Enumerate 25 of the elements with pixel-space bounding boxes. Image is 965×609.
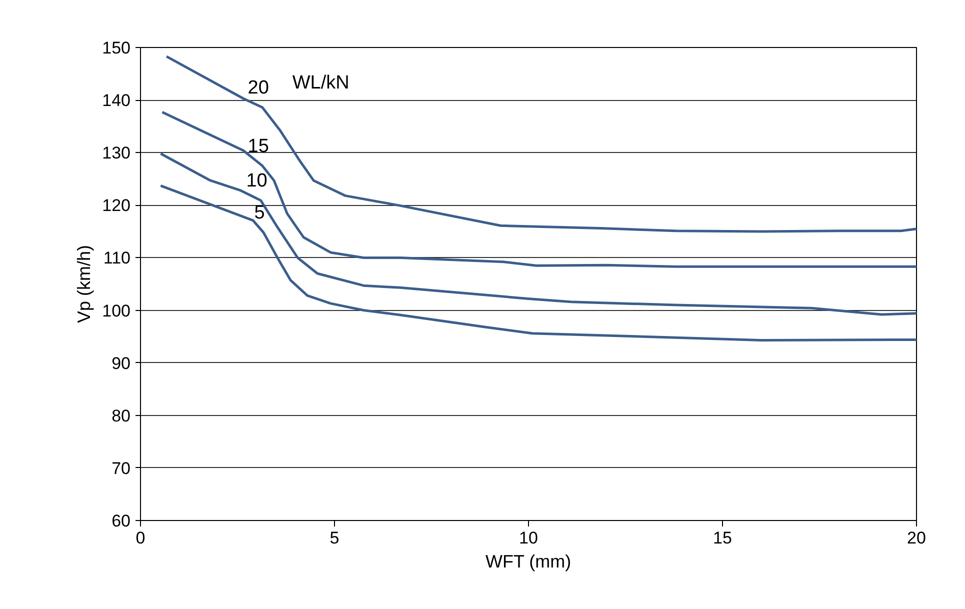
y-tick-label: 130 xyxy=(102,144,131,163)
y-axis-title: Vp (km/h) xyxy=(74,244,94,324)
series-label: 10 xyxy=(246,170,268,192)
line-series xyxy=(160,110,916,268)
x-axis-title: WFT (mm) xyxy=(486,552,572,572)
x-tick-label: 20 xyxy=(907,528,926,548)
series-label: 20 xyxy=(248,77,269,98)
x-tick-label: 0 xyxy=(136,528,146,548)
line-series xyxy=(159,152,916,316)
x-tick-label: 15 xyxy=(713,528,732,548)
annotation: WL/kN xyxy=(292,72,350,94)
y-tick-label: 70 xyxy=(112,458,131,478)
y-tick-label: 150 xyxy=(102,38,131,58)
series-label: 15 xyxy=(248,136,269,157)
y-tick-label: 110 xyxy=(103,248,131,268)
line-series xyxy=(165,55,916,233)
y-tick-label: 90 xyxy=(112,354,131,373)
y-tick-label: 140 xyxy=(102,91,131,110)
y-tick-label: 60 xyxy=(112,512,131,530)
y-tick-label: 80 xyxy=(112,406,131,426)
x-tick-label: 10 xyxy=(519,528,538,548)
y-tick-label: 100 xyxy=(102,301,131,320)
series-label: 5 xyxy=(254,202,265,224)
y-tick-label: 120 xyxy=(102,196,131,216)
x-tick-label: 5 xyxy=(330,528,340,548)
